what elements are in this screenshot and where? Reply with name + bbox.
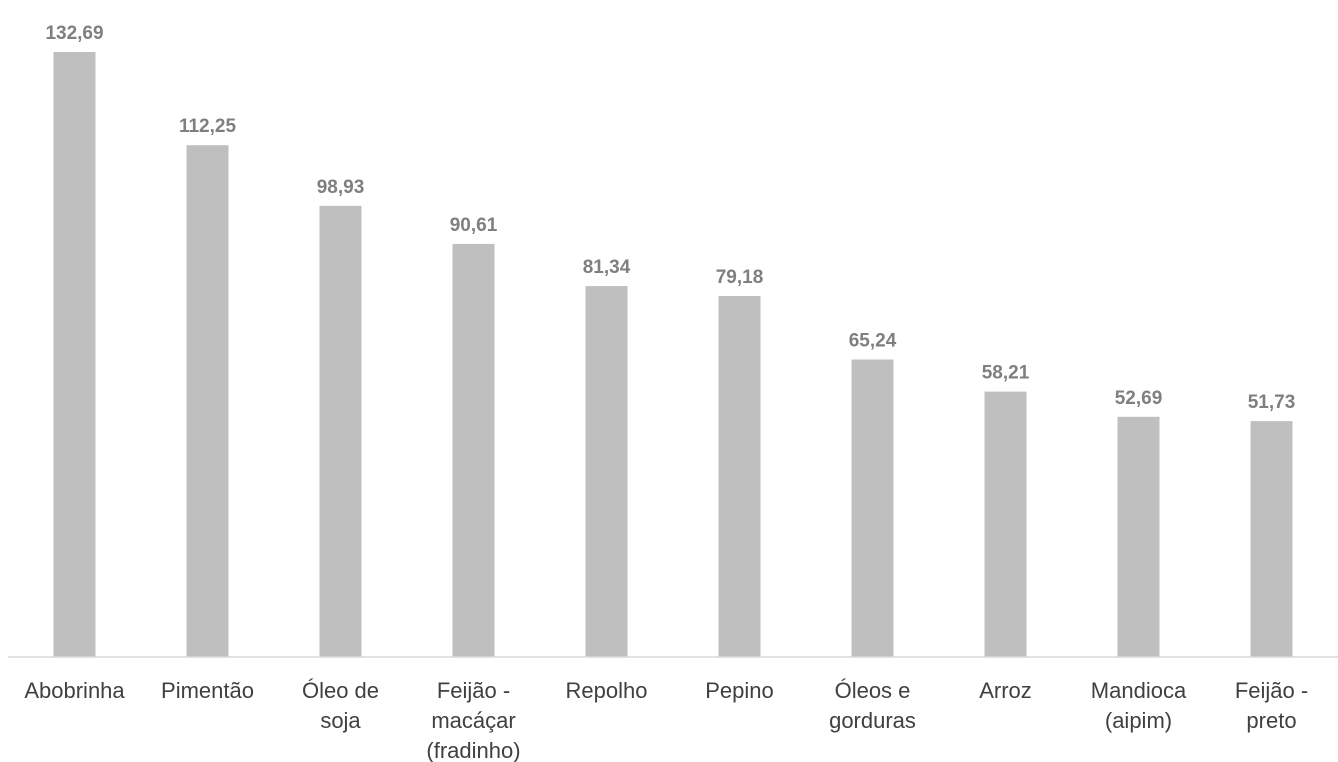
category-label-4: Feijão -macáçar (fradinho) <box>426 678 520 762</box>
value-label-2: 112,25 <box>179 116 236 137</box>
value-label-9: 52,69 <box>1115 388 1163 409</box>
category-label-10: Feijão -preto <box>1235 678 1308 733</box>
category-label-1: Abobrinha <box>24 678 125 703</box>
category-label-7: Óleos e gorduras <box>829 678 916 733</box>
bar-9 <box>1117 416 1160 657</box>
bar-5 <box>585 286 628 657</box>
value-label-5: 81,34 <box>583 257 631 278</box>
value-label-8: 58,21 <box>982 363 1030 384</box>
value-label-6: 79,18 <box>716 267 764 288</box>
category-label-6: Pepino <box>705 678 774 703</box>
value-label-7: 65,24 <box>849 331 897 352</box>
category-label-5: Repolho <box>566 678 648 703</box>
value-labels-group: 132,69 112,25 98,93 90,61 81,34 79,18 65,24 58,… <box>45 23 1295 413</box>
bar-6 <box>718 296 761 657</box>
bar-7 <box>851 359 894 657</box>
bars-group <box>53 52 1293 657</box>
bar-3 <box>319 205 362 657</box>
bar-4 <box>452 243 495 657</box>
category-label-2: Pimentão <box>161 678 254 703</box>
bar-10 <box>1250 421 1293 657</box>
category-label-8: Arroz <box>979 678 1032 703</box>
bar-8 <box>984 391 1027 657</box>
value-label-4: 90,61 <box>450 215 498 236</box>
value-label-3: 98,93 <box>317 177 365 198</box>
category-label-3: Óleo de soja <box>302 678 379 733</box>
value-label-1: 132,69 <box>45 23 103 44</box>
bar-1 <box>53 52 96 657</box>
value-label-10: 51,73 <box>1248 392 1296 413</box>
category-label-9: Mandioca (aipim) <box>1091 678 1187 733</box>
category-labels-group: Abobrinha Pimentão Óleo de soja Feijão -macá… <box>24 678 1308 762</box>
bar-2 <box>186 145 229 657</box>
